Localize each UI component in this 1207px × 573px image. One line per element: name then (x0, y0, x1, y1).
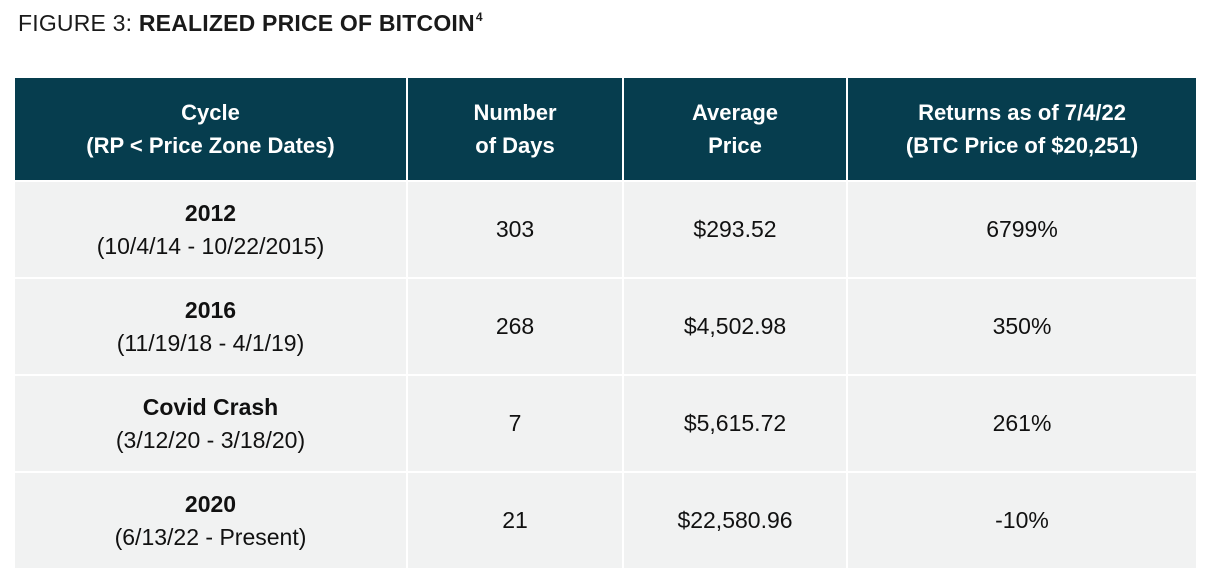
days-cell: 21 (407, 471, 624, 568)
cycle-cell: 2016 (11/19/18 - 4/1/19) (15, 277, 408, 375)
cycle-name: 2016 (184, 296, 237, 323)
cycle-name: 2020 (184, 490, 237, 517)
table-row: Covid Crash (3/12/20 - 3/18/20) 7 $5,615… (15, 374, 1196, 472)
realized-price-table: Cycle (RP < Price Zone Dates) Number of … (15, 78, 1196, 568)
days-cell: 268 (407, 277, 624, 375)
table-row: 2012 (10/4/14 - 10/22/2015) 303 $293.52 … (15, 180, 1196, 278)
header-average-price-line1: Average (691, 100, 778, 125)
header-cycle-line1: Cycle (181, 100, 240, 125)
cycle-dates: (6/13/22 - Present) (114, 523, 307, 550)
returns-cell: 350% (847, 277, 1196, 375)
average-price-cell: $22,580.96 (623, 471, 848, 568)
average-price-cell: $293.52 (623, 180, 848, 278)
returns-cell: -10% (847, 471, 1196, 568)
cycle-dates: (10/4/14 - 10/22/2015) (96, 232, 325, 259)
table-row: 2016 (11/19/18 - 4/1/19) 268 $4,502.98 3… (15, 277, 1196, 375)
footnote-marker: 4 (475, 10, 483, 24)
average-price-cell: $5,615.72 (623, 374, 848, 472)
returns-cell: 261% (847, 374, 1196, 472)
header-days: Number of Days (407, 78, 624, 181)
header-cycle: Cycle (RP < Price Zone Dates) (15, 78, 408, 181)
cycle-name: 2012 (184, 199, 237, 226)
header-average-price-line2: Price (708, 133, 762, 158)
header-returns-line2: (BTC Price of $20,251) (905, 133, 1139, 158)
cycle-cell: 2020 (6/13/22 - Present) (15, 471, 408, 568)
average-price-cell: $4,502.98 (623, 277, 848, 375)
figure-title: FIGURE 3: REALIZED PRICE OF BITCOIN4 (18, 10, 483, 37)
header-cycle-line2: (RP < Price Zone Dates) (86, 133, 335, 158)
header-days-line2: of Days (475, 133, 555, 158)
cycle-cell: Covid Crash (3/12/20 - 3/18/20) (15, 374, 408, 472)
cycle-name: Covid Crash (142, 393, 279, 420)
header-average-price: Average Price (623, 78, 848, 181)
header-returns-line1: Returns as of 7/4/22 (918, 100, 1126, 125)
days-cell: 7 (407, 374, 624, 472)
header-days-line1: Number (473, 100, 557, 125)
cycle-cell: 2012 (10/4/14 - 10/22/2015) (15, 180, 408, 278)
cycle-dates: (3/12/20 - 3/18/20) (115, 426, 306, 453)
table-header-row: Cycle (RP < Price Zone Dates) Number of … (15, 78, 1196, 181)
header-returns: Returns as of 7/4/22 (BTC Price of $20,2… (847, 78, 1196, 181)
table-row: 2020 (6/13/22 - Present) 21 $22,580.96 -… (15, 471, 1196, 568)
days-cell: 303 (407, 180, 624, 278)
cycle-dates: (11/19/18 - 4/1/19) (116, 329, 305, 356)
returns-cell: 6799% (847, 180, 1196, 278)
figure-label: FIGURE 3: (18, 10, 133, 36)
figure-name: REALIZED PRICE OF BITCOIN (138, 10, 475, 36)
